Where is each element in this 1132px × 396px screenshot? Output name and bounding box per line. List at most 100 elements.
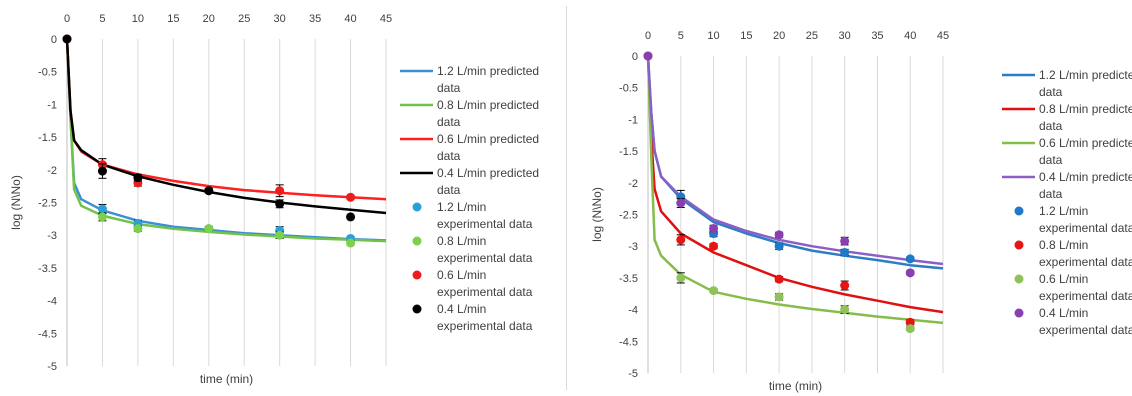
data-point [346,192,356,202]
data-point [774,274,784,284]
y-tick-label: 0 [51,34,57,46]
x-tick-label: 10 [707,30,719,42]
panel-divider [566,6,567,390]
x-tick-label: 20 [773,30,785,42]
y-tick-label: -1 [47,99,57,111]
y-tick-label: -2 [47,165,57,177]
data-point [275,186,285,196]
data-point [905,268,915,278]
x-tick-label: 0 [645,30,651,42]
x-tick-label: 20 [203,13,215,25]
x-tick-label: 15 [740,30,752,42]
y-tick-label: -0.5 [38,67,57,79]
legend-label: data [1039,187,1063,201]
legend-label: data [437,149,461,163]
data-point [346,212,356,222]
data-point [643,51,653,61]
legend: 1.2 L/min predicted data 0.8 L/min predict… [1002,68,1132,337]
x-tick-label: 5 [678,30,684,42]
legend-label: 1.2 L/min predicted [437,64,539,78]
y-tick-label: -4 [628,305,638,317]
data-point [840,236,850,246]
legend-label: 1.2 L/min [437,200,486,214]
data-point [133,173,143,183]
data-point [97,212,107,222]
data-point [840,305,850,315]
legend-swatch-marker [412,236,422,246]
y-tick-label: -3.5 [619,273,638,285]
legend-swatch-marker [1014,240,1024,250]
x-tick-label: 0 [64,13,70,25]
y-tick-label: -4 [47,296,57,308]
y-tick-label: -4.5 [38,328,57,340]
data-point [676,235,686,245]
legend-label: data [437,115,461,129]
data-point [840,248,850,258]
data-point [133,224,143,234]
series-line [65,38,387,243]
legend-label: data [1039,153,1063,167]
data-point [346,238,356,248]
chart-panel-2: 0 5 10 15 20 25 30 35 40 45 0 -0.5 -1 -1.5 -2 -2.5 -3 -3.… [590,30,1132,393]
y-tick-label: -2 [628,178,638,190]
data-point [275,230,285,240]
legend-label: data [1039,119,1063,133]
series-line [646,55,944,314]
y-tick-label: -4.5 [619,336,638,348]
legend-label: 0.6 L/min predicted [1039,136,1132,150]
legend-swatch-marker [412,202,422,212]
x-tick-label: 15 [167,13,179,25]
y-axis-title: log (N\No) [590,187,604,242]
x-tick-label: 35 [871,30,883,42]
data-point [709,241,719,251]
x-tick-label: 5 [99,13,105,25]
y-tick-label: -1 [628,114,638,126]
legend-label: 0.8 L/min predicted [437,98,539,112]
data-point [676,198,686,208]
y-tick-label: -3.5 [38,263,57,275]
legend-label: 1.2 L/min predicted [1039,68,1132,82]
legend-swatch-marker [1014,206,1024,216]
data-point [709,223,719,233]
legend-label: experimental data [1039,323,1132,337]
legend-label: experimental data [1039,255,1132,269]
legend-label: experimental data [437,251,533,265]
data-point [204,224,214,234]
y-tick-label: -5 [628,368,638,380]
y-tick-label: -1.5 [619,146,638,158]
series-line [65,38,387,242]
data-point [905,254,915,264]
legend-label: 0.6 L/min [1039,272,1088,286]
x-tick-label: 25 [806,30,818,42]
series-line [646,55,944,266]
legend-label: 0.8 L/min [1039,238,1088,252]
x-tick-label: 40 [344,13,356,25]
legend-swatch-marker [412,304,422,314]
data-point [204,186,214,196]
legend-swatch-marker [1014,274,1024,284]
legend: 1.2 L/min predicted data 0.8 L/min predict… [400,64,539,333]
x-axis-title: time (min) [769,379,822,393]
legend-label: data [437,183,461,197]
legend-label: experimental data [437,217,533,231]
data-point [62,34,72,44]
x-tick-label: 10 [132,13,144,25]
y-tick-label: -1.5 [38,132,57,144]
data-point [97,166,107,176]
legend-label: data [437,81,461,95]
legend-label: data [1039,85,1063,99]
data-point [97,204,107,214]
y-tick-label: -0.5 [619,83,638,95]
y-tick-label: 0 [632,51,638,63]
y-tick-label: -5 [47,361,57,373]
x-tick-label: 30 [274,13,286,25]
series-line [646,55,944,270]
data-point [840,281,850,291]
legend-label: 0.4 L/min predicted [437,166,539,180]
data-point [774,230,784,240]
chart-panel-1: 0 5 10 15 20 25 30 35 40 45 0 -0.5 -1 -1.5 -2 -2.5 -3 -3.… [9,13,539,386]
x-tick-label: 40 [904,30,916,42]
x-tick-label: 45 [380,13,392,25]
data-point [774,292,784,302]
x-tick-label: 25 [238,13,250,25]
